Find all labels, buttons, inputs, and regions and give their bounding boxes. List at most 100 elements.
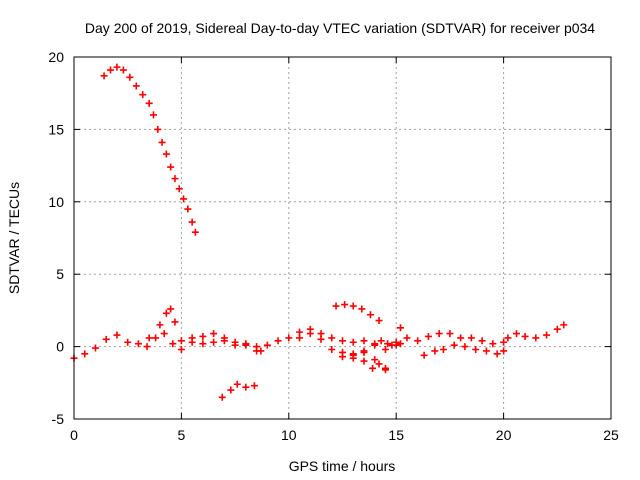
- data-point: [328, 334, 336, 342]
- data-point: [467, 334, 475, 342]
- data-point: [188, 338, 196, 346]
- data-point: [349, 351, 357, 359]
- data-point: [169, 340, 177, 348]
- y-tick-label: 0: [56, 339, 64, 355]
- data-point: [158, 138, 166, 146]
- data-point: [242, 383, 250, 391]
- series-track-3: [143, 330, 261, 353]
- data-point: [162, 309, 170, 317]
- data-point: [296, 334, 304, 342]
- data-point: [210, 330, 218, 338]
- plot-frame: [73, 56, 612, 420]
- data-point: [139, 91, 147, 99]
- data-point: [461, 343, 469, 351]
- data-point: [472, 345, 480, 353]
- data-point: [145, 99, 153, 107]
- y-tick-label: 15: [48, 121, 64, 137]
- data-point: [220, 337, 228, 345]
- data-point: [381, 366, 389, 374]
- data-point: [134, 340, 142, 348]
- data-point: [218, 393, 226, 401]
- grid-lines: [74, 57, 611, 419]
- data-point: [149, 111, 157, 119]
- data-point: [512, 330, 520, 338]
- data-point: [231, 341, 239, 349]
- data-point: [424, 332, 432, 340]
- data-point: [439, 345, 447, 353]
- data-point: [457, 334, 465, 342]
- data-point: [160, 330, 168, 338]
- x-tick-label: 0: [70, 427, 78, 443]
- data-point: [177, 337, 185, 345]
- data-point: [482, 347, 490, 355]
- data-point: [100, 72, 108, 80]
- data-point: [360, 337, 368, 345]
- data-point: [227, 386, 235, 394]
- data-point: [553, 325, 561, 333]
- data-point: [349, 338, 357, 346]
- data-point: [560, 321, 568, 329]
- y-tick-label: -5: [52, 411, 65, 427]
- data-point: [349, 302, 357, 310]
- data-point: [274, 337, 282, 345]
- y-axis-label: SDTVAR / TECUs: [6, 182, 22, 294]
- series-track-9: [403, 330, 508, 348]
- data-point: [396, 340, 404, 348]
- data-point: [384, 340, 392, 348]
- y-tick-label: 5: [56, 266, 64, 282]
- x-axis-label: GPS time / hours: [289, 458, 396, 474]
- data-point: [233, 380, 241, 388]
- data-point: [392, 341, 400, 349]
- data-point: [199, 340, 207, 348]
- data-point: [162, 150, 170, 158]
- data-point: [339, 348, 346, 356]
- data-point: [119, 66, 127, 74]
- data-point: [446, 330, 454, 338]
- data-point: [371, 340, 379, 348]
- data-point: [371, 356, 379, 364]
- data-point: [328, 345, 336, 353]
- data-point: [339, 337, 346, 345]
- data-point: [377, 337, 385, 345]
- data-point: [102, 335, 110, 343]
- data-point: [317, 335, 325, 343]
- series-track-10: [420, 341, 508, 359]
- data-point: [107, 66, 115, 74]
- data-point: [358, 305, 366, 313]
- data-point: [242, 340, 250, 348]
- data-point: [450, 341, 458, 349]
- data-point: [504, 334, 512, 342]
- y-tick-label: 10: [48, 194, 64, 210]
- series-track-7: [349, 351, 389, 374]
- data-point: [369, 364, 377, 372]
- data-point: [145, 334, 153, 342]
- chart-title: Day 200 of 2019, Sidereal Day-to-day VTE…: [85, 20, 595, 36]
- data-point: [478, 337, 486, 345]
- data-point: [113, 331, 121, 339]
- series-track-1: [100, 63, 199, 236]
- data-point: [171, 318, 179, 326]
- data-point: [263, 341, 271, 349]
- data-point: [154, 125, 162, 133]
- data-point: [250, 382, 258, 390]
- data-point: [210, 338, 218, 346]
- data-point: [113, 63, 121, 71]
- data-point: [175, 185, 183, 193]
- data-point: [543, 331, 551, 339]
- data-point: [366, 311, 374, 319]
- data-point: [156, 321, 164, 329]
- data-point: [532, 334, 540, 342]
- data-point: [521, 332, 529, 340]
- data-point: [306, 330, 314, 338]
- x-tick-label: 25: [603, 427, 619, 443]
- data-point: [126, 73, 134, 81]
- data-point: [257, 347, 265, 355]
- data-point: [431, 347, 439, 355]
- data-point: [489, 340, 497, 348]
- data-point: [360, 357, 368, 365]
- data-point: [177, 345, 185, 353]
- data-point: [435, 330, 443, 338]
- data-point: [500, 338, 508, 346]
